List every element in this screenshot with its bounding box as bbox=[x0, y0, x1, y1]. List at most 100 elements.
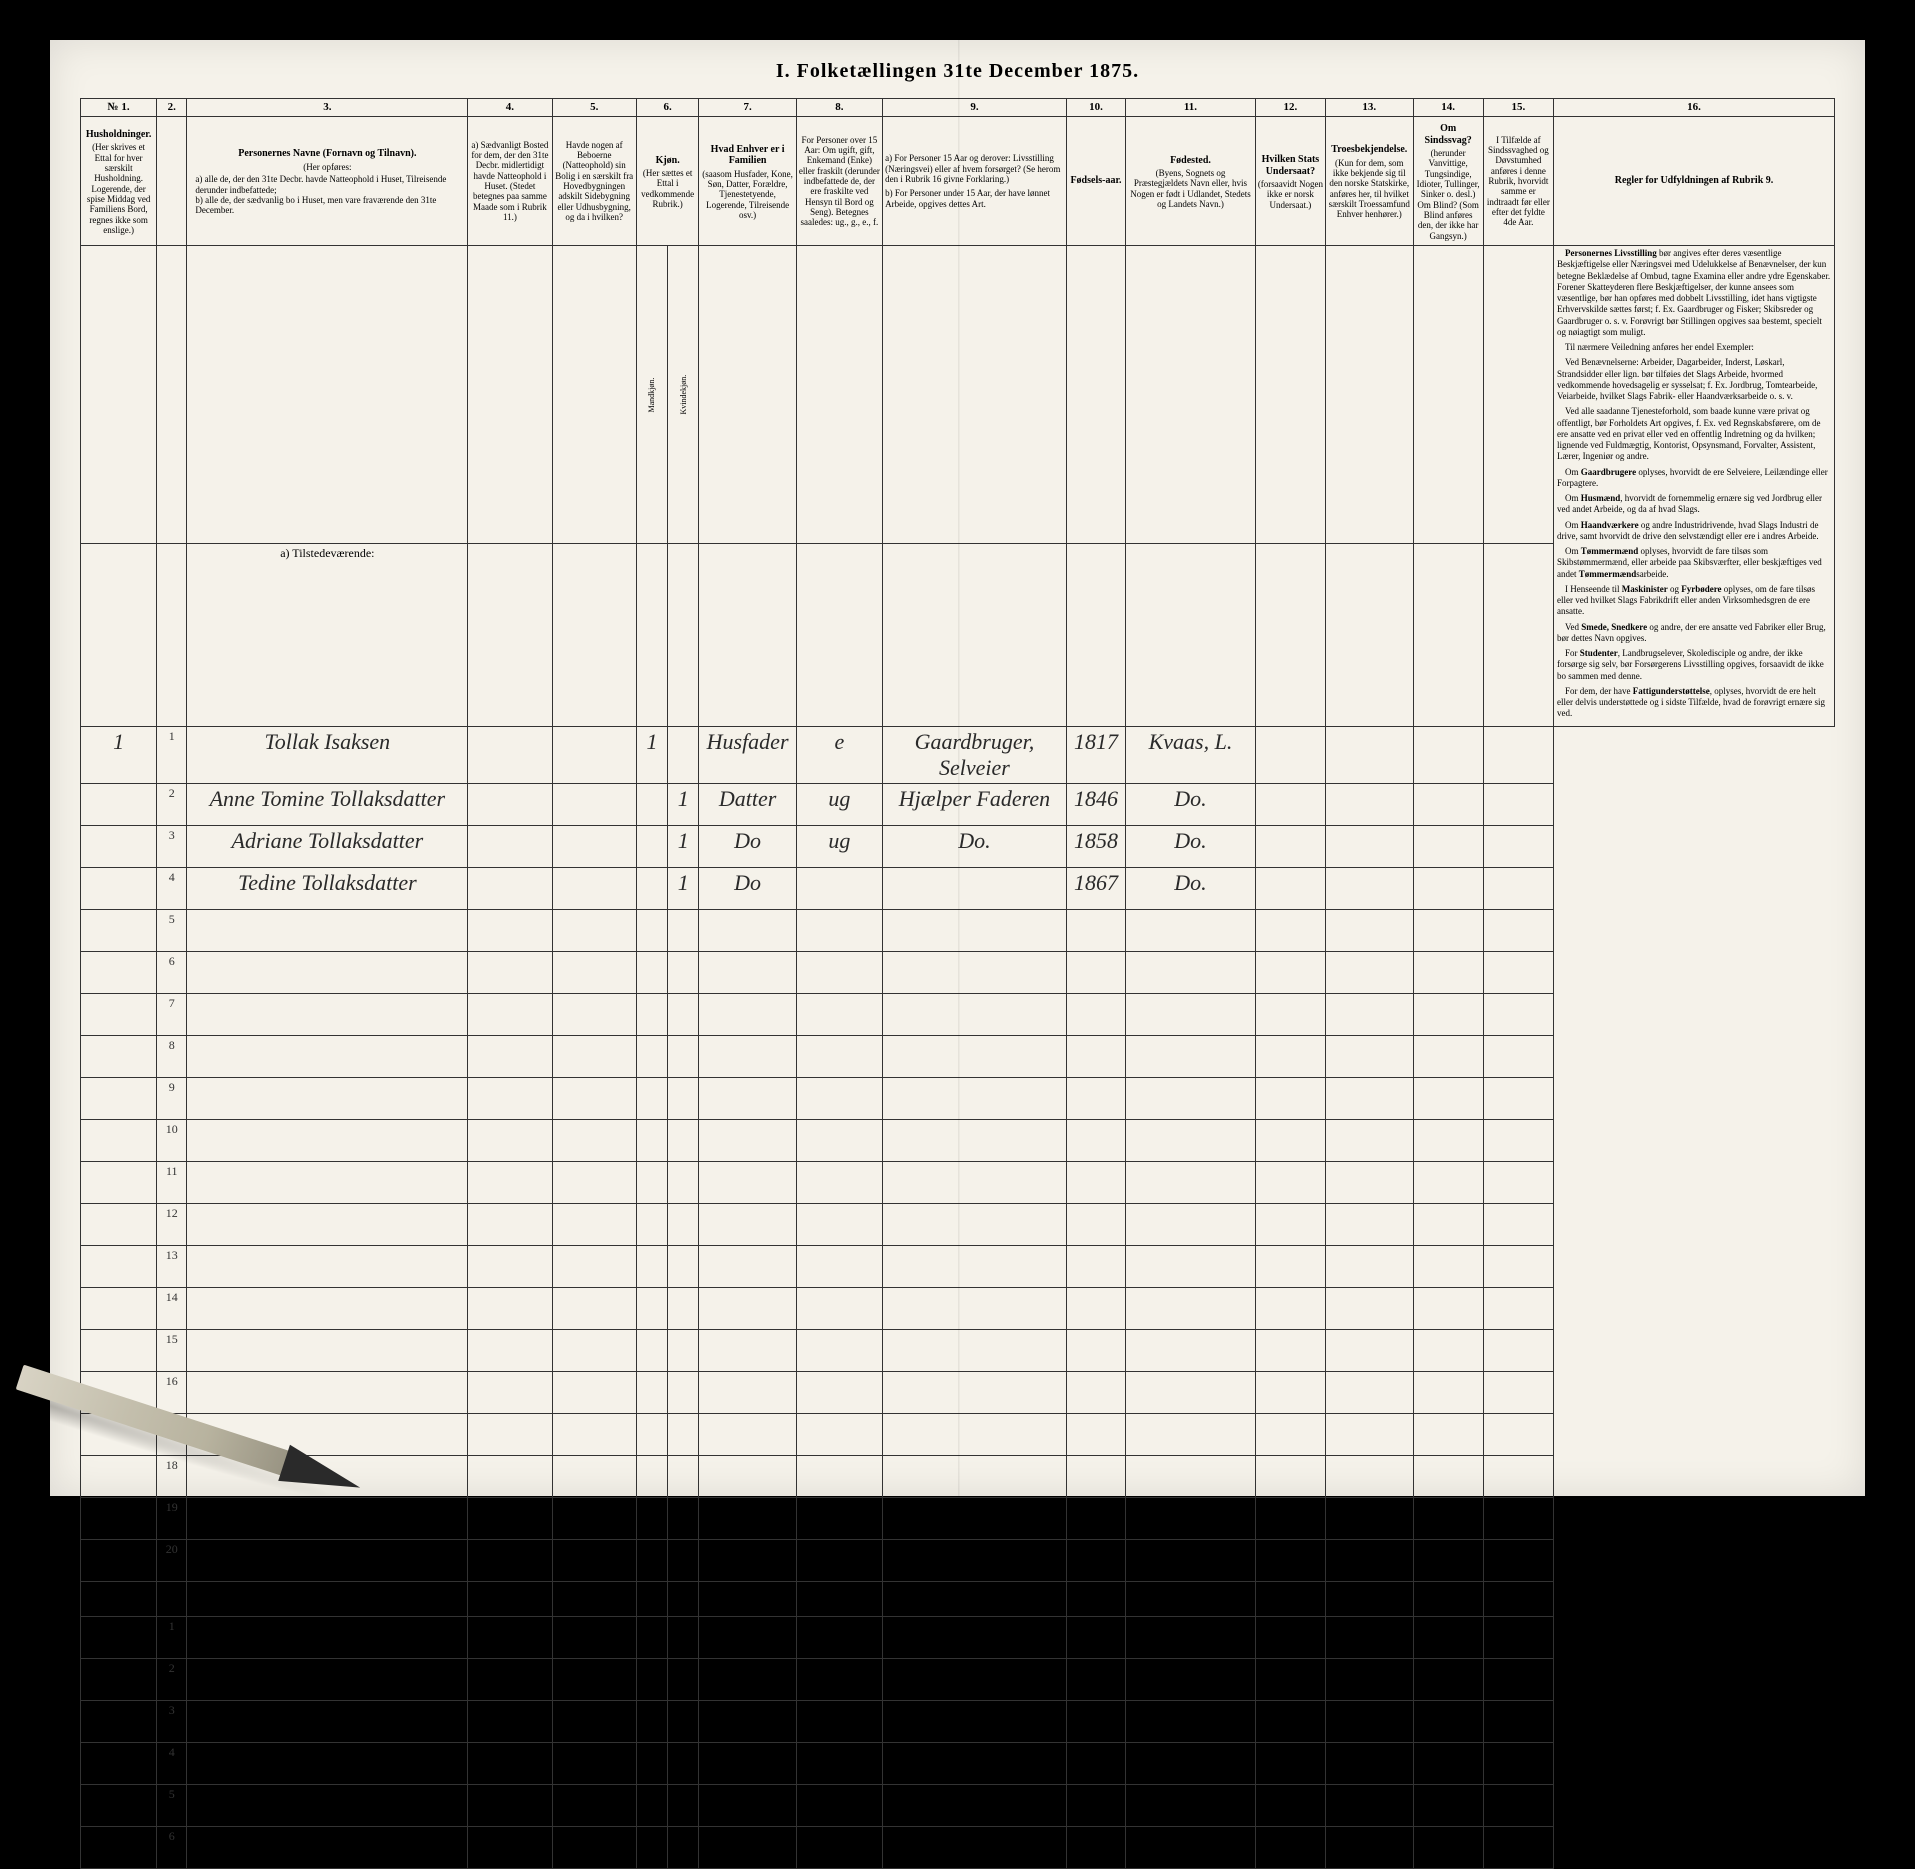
cell-empty bbox=[468, 1329, 552, 1371]
cell-empty bbox=[1413, 1742, 1483, 1784]
hdr-16: Regler for Udfyldningen af Rubrik 9. bbox=[1553, 117, 1834, 246]
cell-empty bbox=[1126, 1287, 1256, 1329]
cell-empty bbox=[468, 1742, 552, 1784]
sub-blank-15 bbox=[1483, 246, 1553, 544]
cell-empty bbox=[796, 1742, 882, 1784]
cell-empty bbox=[468, 1161, 552, 1203]
cell-rownum: 5 bbox=[157, 909, 187, 951]
table-row: 1 bbox=[81, 1616, 1835, 1658]
cell-empty bbox=[1255, 1658, 1325, 1700]
cell-empty bbox=[796, 951, 882, 993]
cell-c7: Datter bbox=[699, 783, 796, 825]
cell-empty bbox=[796, 1245, 882, 1287]
cell-empty bbox=[883, 1413, 1067, 1455]
col-num-1: № 1. bbox=[81, 99, 157, 117]
hdr-8: For Personer over 15 Aar: Om ugift, gift… bbox=[796, 117, 882, 246]
cell-empty bbox=[1413, 1455, 1483, 1497]
cell-empty bbox=[699, 1539, 796, 1581]
cell-c11: Kvaas, L. bbox=[1126, 726, 1256, 783]
cell-hh bbox=[81, 1287, 157, 1329]
cell-empty bbox=[883, 1616, 1067, 1658]
cell-rownum: 6 bbox=[157, 951, 187, 993]
cell-empty bbox=[1413, 1497, 1483, 1539]
cell-name: Adriane Tollaksdatter bbox=[187, 825, 468, 867]
cell-empty bbox=[1483, 1455, 1553, 1497]
hdr-7: Hvad Enhver er i Familien (saasom Husfad… bbox=[699, 117, 796, 246]
cell-empty bbox=[552, 1413, 636, 1455]
cell-empty bbox=[796, 1371, 882, 1413]
cell-empty bbox=[1066, 1742, 1125, 1784]
cell-empty bbox=[1483, 1658, 1553, 1700]
col-num-11: 11. bbox=[1126, 99, 1256, 117]
cell-empty bbox=[187, 909, 468, 951]
cell-empty bbox=[1483, 1413, 1553, 1455]
cell-empty bbox=[187, 1203, 468, 1245]
cell-empty bbox=[1483, 993, 1553, 1035]
cell-c8: e bbox=[796, 726, 882, 783]
cell-empty bbox=[1413, 1784, 1483, 1826]
cell-empty bbox=[1066, 1161, 1125, 1203]
cell-empty bbox=[796, 909, 882, 951]
cell-empty bbox=[1326, 1371, 1414, 1413]
cell-c13 bbox=[1326, 825, 1414, 867]
cell-empty bbox=[1413, 1287, 1483, 1329]
rules-paragraph: For Studenter, Landbrugselever, Skoledis… bbox=[1557, 648, 1831, 682]
cell-c6a bbox=[636, 867, 667, 909]
cell-empty bbox=[636, 1784, 667, 1826]
cell-empty bbox=[1413, 909, 1483, 951]
cell-empty bbox=[1413, 1329, 1483, 1371]
cell-empty bbox=[636, 1455, 667, 1497]
cell-empty bbox=[1326, 1826, 1414, 1868]
cell-empty bbox=[1483, 1077, 1553, 1119]
cell-hh bbox=[81, 1413, 157, 1455]
cell-empty bbox=[883, 1742, 1067, 1784]
cell-empty bbox=[636, 1371, 667, 1413]
cell-empty bbox=[1126, 1161, 1256, 1203]
col-num-16: 16. bbox=[1553, 99, 1834, 117]
cell-empty bbox=[699, 1784, 796, 1826]
cell-empty bbox=[636, 1742, 667, 1784]
cell-empty bbox=[1126, 1203, 1256, 1245]
cell-empty bbox=[1255, 1742, 1325, 1784]
cell-empty bbox=[468, 1539, 552, 1581]
cell-c6a bbox=[636, 825, 667, 867]
cell-empty bbox=[796, 1077, 882, 1119]
cell-empty bbox=[883, 1455, 1067, 1497]
cell-empty bbox=[699, 951, 796, 993]
cell-empty bbox=[883, 1784, 1067, 1826]
cell-empty bbox=[1255, 1455, 1325, 1497]
cell-empty bbox=[552, 1329, 636, 1371]
cell-empty bbox=[1326, 951, 1414, 993]
cell-empty bbox=[1255, 1329, 1325, 1371]
cell-empty bbox=[552, 1287, 636, 1329]
cell-empty bbox=[1483, 951, 1553, 993]
cell-empty bbox=[187, 1287, 468, 1329]
cell-empty bbox=[1255, 1035, 1325, 1077]
hdr-9-b: b) For Personer under 15 Aar, der have l… bbox=[885, 188, 1064, 209]
cell-empty bbox=[468, 1826, 552, 1868]
cell-empty bbox=[468, 1203, 552, 1245]
cell-empty bbox=[187, 1539, 468, 1581]
cell-empty bbox=[796, 993, 882, 1035]
cell-c7: Do bbox=[699, 867, 796, 909]
col-num-10: 10. bbox=[1066, 99, 1125, 117]
cell-rownum: 14 bbox=[157, 1287, 187, 1329]
cell-empty bbox=[668, 1700, 699, 1742]
cell-empty bbox=[883, 1035, 1067, 1077]
cell-empty bbox=[1066, 993, 1125, 1035]
cell-empty bbox=[1483, 1497, 1553, 1539]
hdr-12: Hvilken Stats Undersaat? (forsaavidt Nog… bbox=[1255, 117, 1325, 246]
cell-empty bbox=[468, 1700, 552, 1742]
cell-empty bbox=[1066, 1826, 1125, 1868]
rules-paragraph: Til nærmere Veiledning anføres her endel… bbox=[1557, 342, 1831, 353]
col-num-6: 6. bbox=[636, 99, 699, 117]
cell-empty bbox=[552, 1539, 636, 1581]
cell-empty bbox=[1066, 1658, 1125, 1700]
cell-empty bbox=[668, 1161, 699, 1203]
cell-c10: 1858 bbox=[1066, 825, 1125, 867]
hdr-12-title: Hvilken Stats Undersaat? bbox=[1258, 154, 1323, 177]
hdr-9: a) For Personer 15 Aar og derover: Livss… bbox=[883, 117, 1067, 246]
cell-empty bbox=[668, 1784, 699, 1826]
cell-empty bbox=[1413, 1616, 1483, 1658]
cell-empty bbox=[1255, 1497, 1325, 1539]
